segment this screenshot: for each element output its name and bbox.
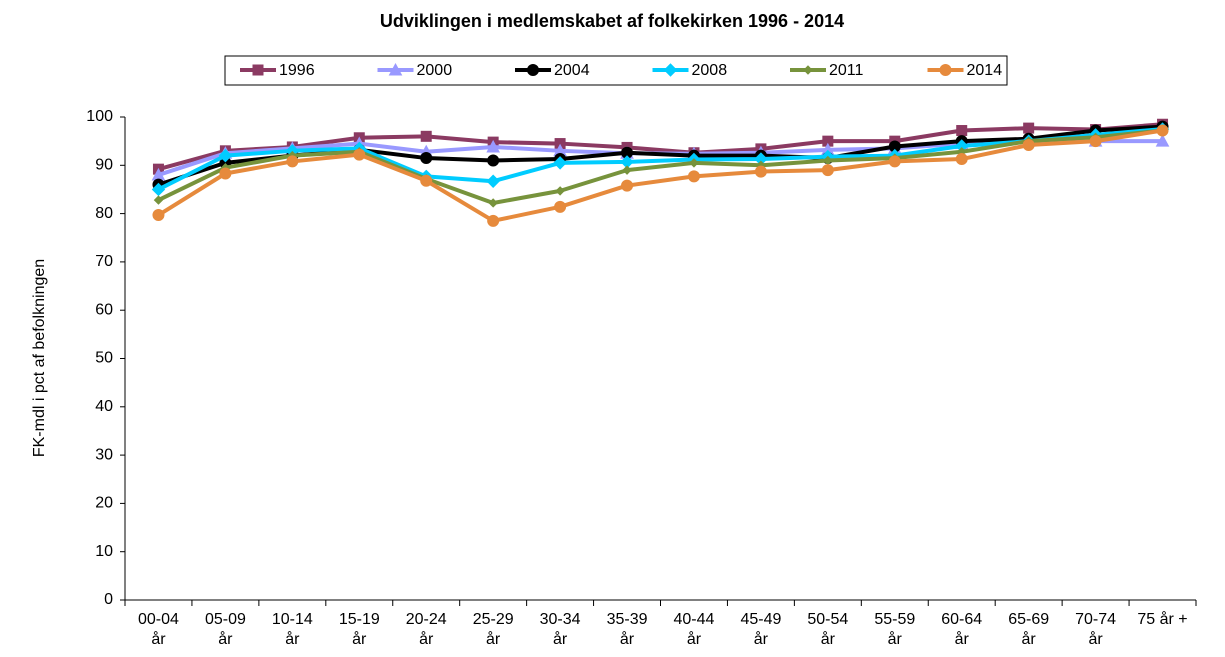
- x-tick-label: 70-74 år: [1075, 611, 1117, 648]
- marker: [1089, 135, 1102, 148]
- marker: [527, 64, 539, 76]
- legend-label: 1996: [279, 62, 315, 79]
- legend-box: [224, 55, 1008, 86]
- marker: [420, 130, 432, 142]
- x-tick-label: 10-14 år: [271, 611, 313, 648]
- marker: [488, 198, 498, 208]
- marker: [553, 156, 567, 170]
- marker: [554, 200, 567, 213]
- y-tick-label: 70: [95, 253, 113, 270]
- marker: [152, 209, 165, 222]
- marker: [153, 195, 164, 205]
- marker: [487, 154, 500, 167]
- x-tick-label: 75 år +: [1137, 611, 1188, 628]
- series: [152, 124, 1169, 227]
- series-line: [157, 122, 1163, 172]
- marker: [388, 62, 403, 76]
- marker: [420, 152, 433, 165]
- x-tick-label: 50-54 år: [807, 611, 849, 648]
- series: [151, 122, 1170, 197]
- x-tick-label: 25-29 år: [472, 611, 514, 648]
- marker: [420, 174, 433, 187]
- marker: [888, 155, 901, 168]
- marker: [487, 214, 500, 227]
- x-tick-label: 30-34 år: [539, 611, 581, 648]
- y-axis-label: FK-mdl i pct af befolkningen: [31, 259, 48, 457]
- y-tick-label: 20: [95, 495, 113, 512]
- y-tick-label: 80: [95, 205, 113, 222]
- marker: [252, 64, 264, 76]
- marker: [1022, 139, 1035, 152]
- x-tick-label: 55-59 år: [874, 611, 916, 648]
- x-tick-label: 05-09 år: [204, 611, 246, 648]
- x-tick-label: 20-24 år: [405, 611, 447, 648]
- marker: [1023, 122, 1035, 134]
- marker: [689, 158, 699, 168]
- x-tick-label: 40-44 år: [673, 611, 715, 648]
- marker: [955, 153, 968, 166]
- x-tick-label: 35-39 år: [606, 611, 648, 648]
- marker: [622, 165, 632, 175]
- legend-label: 2000: [417, 62, 453, 79]
- marker: [218, 148, 233, 163]
- legend-label: 2004: [554, 62, 590, 79]
- x-tick-label: 15-19 år: [338, 611, 380, 648]
- marker: [687, 170, 700, 183]
- series-line: [157, 128, 1163, 223]
- x-tick-label: 60-64 år: [941, 611, 983, 648]
- marker: [286, 155, 299, 168]
- y-tick-label: 10: [95, 543, 113, 560]
- marker: [1155, 134, 1170, 147]
- marker: [219, 167, 232, 180]
- legend-label: 2011: [829, 62, 864, 79]
- chart-title: Udviklingen i medlemskabet af folkekirke…: [380, 11, 844, 31]
- y-tick-label: 50: [95, 350, 113, 367]
- marker: [663, 63, 678, 77]
- marker: [821, 164, 834, 177]
- marker: [754, 165, 767, 178]
- x-tick-label: 45-49 år: [740, 611, 782, 648]
- y-tick-label: 90: [95, 157, 113, 174]
- marker: [939, 64, 952, 76]
- series-line: [157, 127, 1163, 192]
- marker: [353, 148, 366, 161]
- marker: [803, 65, 813, 75]
- y-tick-label: 100: [86, 108, 113, 125]
- y-tick-label: 30: [95, 446, 113, 463]
- legend-label: 2014: [967, 62, 1003, 79]
- marker: [555, 186, 565, 196]
- marker: [486, 174, 500, 188]
- legend-label: 2008: [692, 62, 728, 79]
- marker: [956, 125, 968, 137]
- marker: [486, 139, 500, 153]
- y-tick-label: 40: [95, 398, 113, 415]
- marker: [1156, 124, 1169, 137]
- x-tick-label: 65-69 år: [1008, 611, 1050, 648]
- y-tick-label: 0: [104, 591, 113, 608]
- marker: [621, 179, 634, 192]
- series-line: [157, 128, 1163, 205]
- y-tick-label: 60: [95, 301, 113, 318]
- x-tick-label: 00-04 år: [138, 611, 179, 648]
